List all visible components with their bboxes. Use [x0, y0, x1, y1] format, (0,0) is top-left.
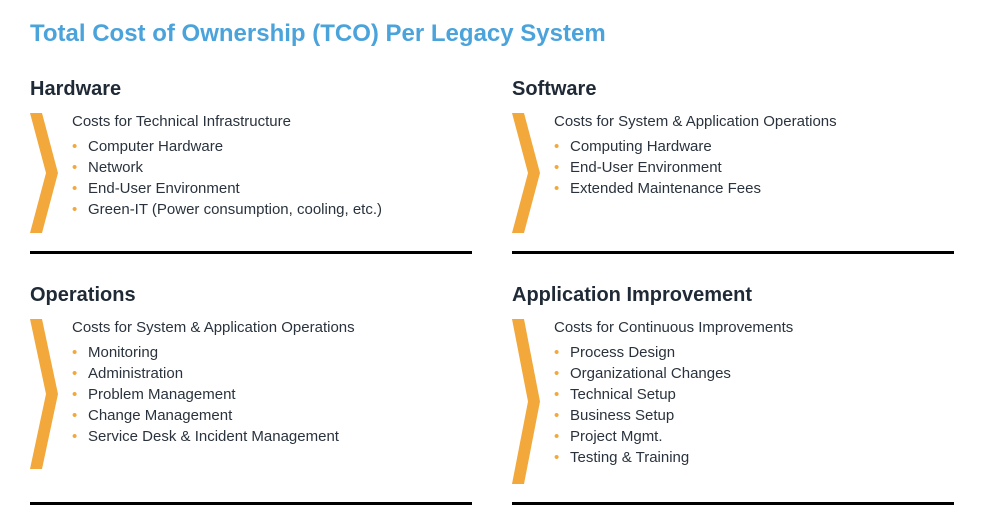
- chevron-icon: [30, 319, 58, 469]
- list-item: End-User Environment: [72, 178, 472, 199]
- section-content: Costs for System & Application Operation…: [72, 319, 472, 447]
- section-items: Computing HardwareEnd-User EnvironmentEx…: [554, 136, 954, 199]
- section-items: Computer HardwareNetworkEnd-User Environ…: [72, 136, 472, 220]
- list-item: Business Setup: [554, 405, 954, 426]
- sections-grid: Hardware Costs for Technical Infrastruct…: [30, 78, 954, 505]
- section-body: Costs for Continuous Improvements Proces…: [512, 319, 954, 484]
- chevron-icon: [30, 113, 58, 233]
- section-content: Costs for Technical Infrastructure Compu…: [72, 113, 472, 220]
- list-item: Project Mgmt.: [554, 426, 954, 447]
- list-item: Technical Setup: [554, 384, 954, 405]
- section-subtitle: Costs for Continuous Improvements: [554, 319, 954, 336]
- section-software: Software Costs for System & Application …: [512, 78, 954, 254]
- section-content: Costs for System & Application Operation…: [554, 113, 954, 199]
- list-item: End-User Environment: [554, 157, 954, 178]
- section-subtitle: Costs for Technical Infrastructure: [72, 113, 472, 130]
- list-item: Process Design: [554, 342, 954, 363]
- section-heading: Operations: [30, 284, 472, 307]
- page-title: Total Cost of Ownership (TCO) Per Legacy…: [30, 20, 954, 48]
- list-item: Organizational Changes: [554, 363, 954, 384]
- section-heading: Hardware: [30, 78, 472, 101]
- section-body: Costs for System & Application Operation…: [512, 113, 954, 233]
- section-items: MonitoringAdministrationProblem Manageme…: [72, 342, 472, 447]
- list-item: Monitoring: [72, 342, 472, 363]
- chevron-icon: [512, 113, 540, 233]
- chevron-icon: [512, 319, 540, 484]
- list-item: Network: [72, 157, 472, 178]
- section-heading: Application Improvement: [512, 284, 954, 307]
- section-hardware: Hardware Costs for Technical Infrastruct…: [30, 78, 472, 254]
- section-application-improvement: Application Improvement Costs for Contin…: [512, 284, 954, 505]
- list-item: Testing & Training: [554, 447, 954, 468]
- section-items: Process DesignOrganizational ChangesTech…: [554, 342, 954, 468]
- section-content: Costs for Continuous Improvements Proces…: [554, 319, 954, 468]
- list-item: Extended Maintenance Fees: [554, 178, 954, 199]
- section-subtitle: Costs for System & Application Operation…: [72, 319, 472, 336]
- section-heading: Software: [512, 78, 954, 101]
- list-item: Change Management: [72, 405, 472, 426]
- list-item: Green-IT (Power consumption, cooling, et…: [72, 199, 472, 220]
- list-item: Computer Hardware: [72, 136, 472, 157]
- section-operations: Operations Costs for System & Applicatio…: [30, 284, 472, 505]
- section-body: Costs for Technical Infrastructure Compu…: [30, 113, 472, 233]
- list-item: Computing Hardware: [554, 136, 954, 157]
- list-item: Service Desk & Incident Management: [72, 426, 472, 447]
- list-item: Administration: [72, 363, 472, 384]
- section-body: Costs for System & Application Operation…: [30, 319, 472, 469]
- list-item: Problem Management: [72, 384, 472, 405]
- section-subtitle: Costs for System & Application Operation…: [554, 113, 954, 130]
